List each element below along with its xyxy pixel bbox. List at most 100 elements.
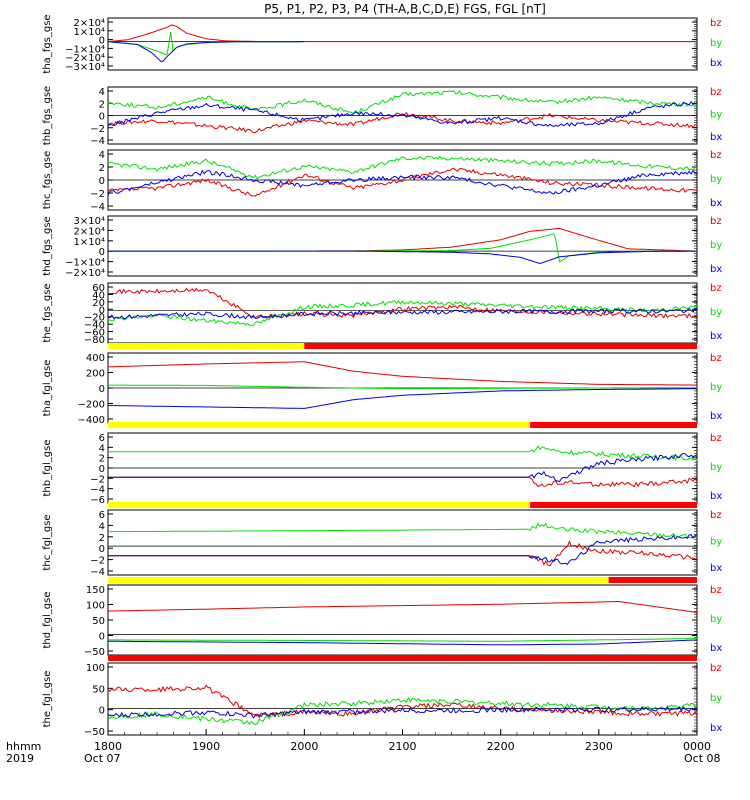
series-line-bz: [108, 227, 698, 252]
y-tick-label: 0: [99, 36, 105, 47]
series-line-bx: [108, 452, 698, 483]
y-tick-label: −1×10⁴: [65, 44, 105, 55]
legend-bz: bz: [710, 18, 722, 29]
y-tick-label: −50: [84, 727, 105, 738]
panel-frame: [107, 509, 698, 576]
legend-bz: bz: [710, 150, 722, 161]
y-tick-label: 2: [99, 454, 105, 465]
legend-bz: bz: [710, 283, 722, 294]
series-line-bx: [108, 534, 698, 565]
y-tick-label: 1×10⁴: [74, 237, 105, 248]
legend-bz: bz: [710, 433, 722, 444]
series-line-by: [108, 522, 698, 539]
y-tick-label: 40: [92, 290, 105, 301]
legend-bx: bx: [710, 643, 722, 654]
y-tick-label: −4: [90, 202, 105, 213]
mode-bar-yellow: [108, 577, 609, 583]
y-axis-label: tha_fgs_gse: [42, 14, 53, 73]
y-tick-label: 100: [86, 601, 105, 612]
y-tick-label: 0: [99, 544, 105, 555]
y-tick-label: 20: [92, 298, 105, 309]
series-line-bx: [108, 388, 697, 409]
y-axis-label: thb_fgl_gse: [42, 440, 53, 497]
series-line-by: [108, 638, 698, 642]
legend-bx: bx: [710, 723, 722, 734]
series-line-bz: [108, 476, 698, 488]
y-tick-label: −80: [84, 335, 105, 346]
mode-bar-red: [530, 422, 697, 428]
y-tick-label: −50: [84, 647, 105, 658]
y-tick-label: 0: [99, 176, 105, 187]
panel-frame: [107, 215, 698, 277]
series-line-bz: [108, 540, 698, 567]
y-tick-label: −2: [90, 474, 105, 485]
legend-bx: bx: [710, 198, 722, 209]
panel-tha_fgl_gse: 400 200 0 −200 −400 tha_fgl_gse bz by bx: [42, 343, 722, 426]
y-tick-label: 4: [99, 521, 105, 532]
legend-by: by: [710, 240, 722, 251]
y-tick-label: −4: [90, 485, 105, 496]
legend-bx: bx: [710, 264, 722, 275]
x-tick-label: 1800: [94, 740, 122, 753]
mode-bar-red: [108, 655, 697, 661]
y-tick-label: 4: [99, 87, 105, 98]
legend-by: by: [710, 174, 722, 185]
mode-bar-red: [304, 343, 697, 349]
y-tick-label: 2×10⁴: [74, 18, 105, 29]
y-tick-label: −2×10⁴: [65, 53, 105, 64]
y-tick-label: −20: [84, 313, 105, 324]
x-tick-label: 1900: [192, 740, 220, 753]
legend-bz: bz: [710, 663, 722, 674]
panel-thd_fgl_gse: 150 100 50 0 −50 thd_fgl_gse bz by bx: [42, 577, 722, 658]
legend-bx: bx: [710, 491, 722, 502]
y-tick-label: −200: [78, 400, 105, 411]
series-line-by: [108, 384, 697, 390]
y-tick-label: 4: [99, 443, 105, 454]
y-tick-label: 0: [99, 247, 105, 258]
y-tick-label: 2: [99, 533, 105, 544]
series-line-by: [107, 299, 698, 327]
y-axis-label: thc_fgl_gse: [42, 514, 53, 570]
time-axis-label-hhmm: hhmm: [6, 740, 41, 753]
y-axis-label: tha_fgl_gse: [42, 360, 53, 417]
y-tick-label: −60: [84, 328, 105, 339]
series-line-bx: [107, 706, 698, 719]
y-tick-label: −2: [90, 556, 105, 567]
series-line-bz: [107, 287, 698, 319]
y-tick-label: 200: [86, 369, 105, 380]
x-tick-label: 2300: [585, 740, 613, 753]
y-tick-label: −2: [90, 189, 105, 200]
y-tick-label: 6: [99, 433, 105, 444]
legend-by: by: [710, 307, 722, 318]
y-tick-label: 400: [86, 353, 105, 364]
y-axis-label: thd_fgs_gse: [42, 216, 53, 275]
series-line-bz: [107, 684, 698, 719]
y-tick-label: −3×10⁴: [65, 62, 105, 73]
y-tick-label: 0: [99, 305, 105, 316]
date-left: Oct 07: [84, 752, 121, 765]
y-tick-label: 0: [99, 112, 105, 123]
series-line-bz: [107, 361, 697, 386]
panel-thc_fgs_gse: 4 2 0 −2 −4 thc_fgs_gse bz by bx: [42, 149, 722, 213]
series-line-by: [107, 32, 305, 56]
y-axis-label: thc_fgs_gse: [42, 151, 53, 210]
mode-bar-red: [608, 577, 697, 583]
series-line-bx: [108, 250, 697, 265]
series-line-by: [108, 444, 698, 462]
y-tick-label: 0: [99, 464, 105, 475]
series-line-bz: [107, 111, 698, 134]
y-tick-label: 3×10⁴: [74, 216, 105, 227]
legend-by: by: [710, 382, 722, 393]
y-tick-label: 150: [86, 585, 105, 596]
y-axis-label: the_fgs_gse: [42, 283, 53, 342]
x-tick-label: 2200: [487, 740, 515, 753]
y-tick-label: −2: [90, 124, 105, 135]
y-tick-label: 2: [99, 99, 105, 110]
legend-bx: bx: [710, 331, 722, 342]
y-tick-label: 2×10⁴: [74, 226, 105, 237]
